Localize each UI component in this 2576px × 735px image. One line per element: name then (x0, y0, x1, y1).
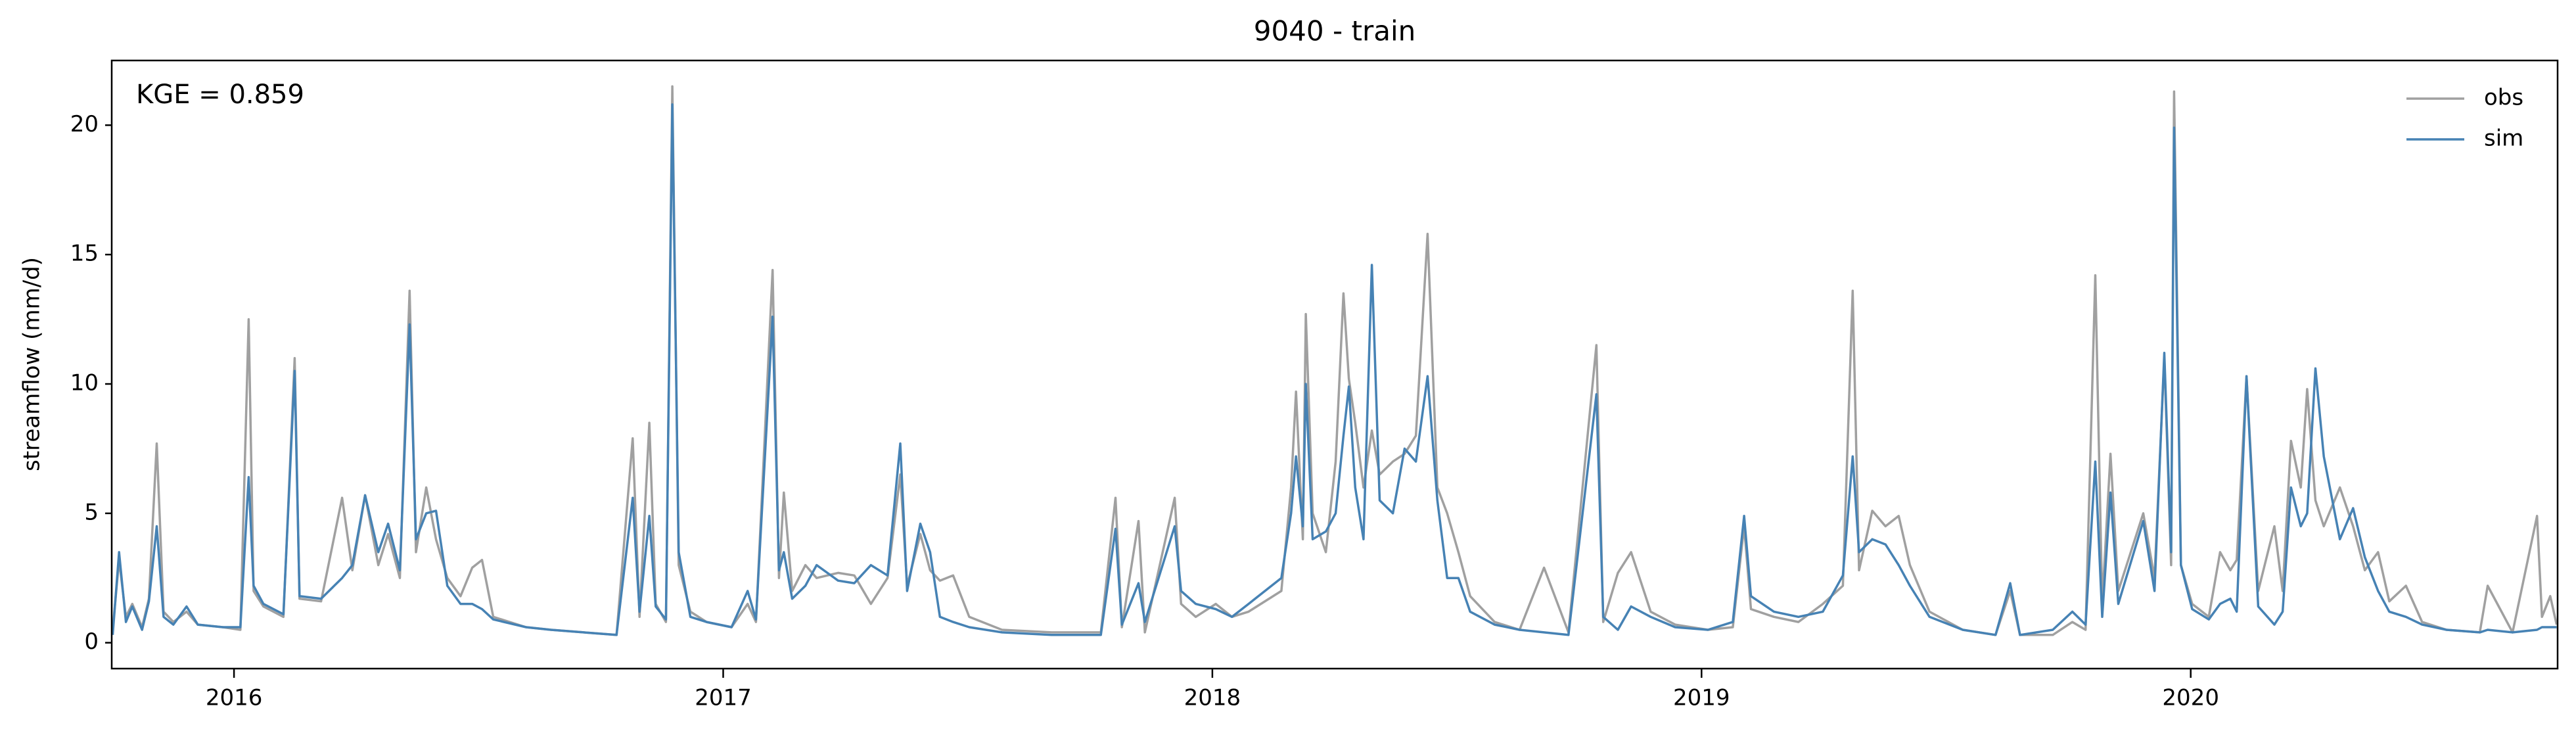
series-line (111, 103, 2557, 636)
series-line (111, 85, 2558, 636)
x-tick-label: 2016 (206, 685, 263, 711)
axes-frame (110, 59, 2559, 670)
legend-label: sim (2484, 126, 2523, 152)
y-tick-label: 20 (70, 111, 99, 137)
x-tick-label: 2018 (1184, 685, 1241, 711)
x-tick-label: 2020 (2162, 685, 2219, 711)
plot-area (111, 85, 2558, 636)
legend-label: obs (2484, 85, 2523, 111)
y-tick-label: 5 (84, 499, 99, 525)
x-tick-label: 2019 (1673, 685, 1730, 711)
y-tick-label: 15 (70, 241, 99, 267)
y-tick-label: 10 (70, 370, 99, 396)
y-tick-label: 0 (84, 628, 99, 655)
chart-title: 9040 - train (1254, 15, 1416, 47)
annotation: KGE = 0.859 (136, 80, 304, 110)
y-axis-label: streamflow (mm/d) (19, 257, 45, 471)
x-tick-label: 2017 (695, 685, 752, 711)
